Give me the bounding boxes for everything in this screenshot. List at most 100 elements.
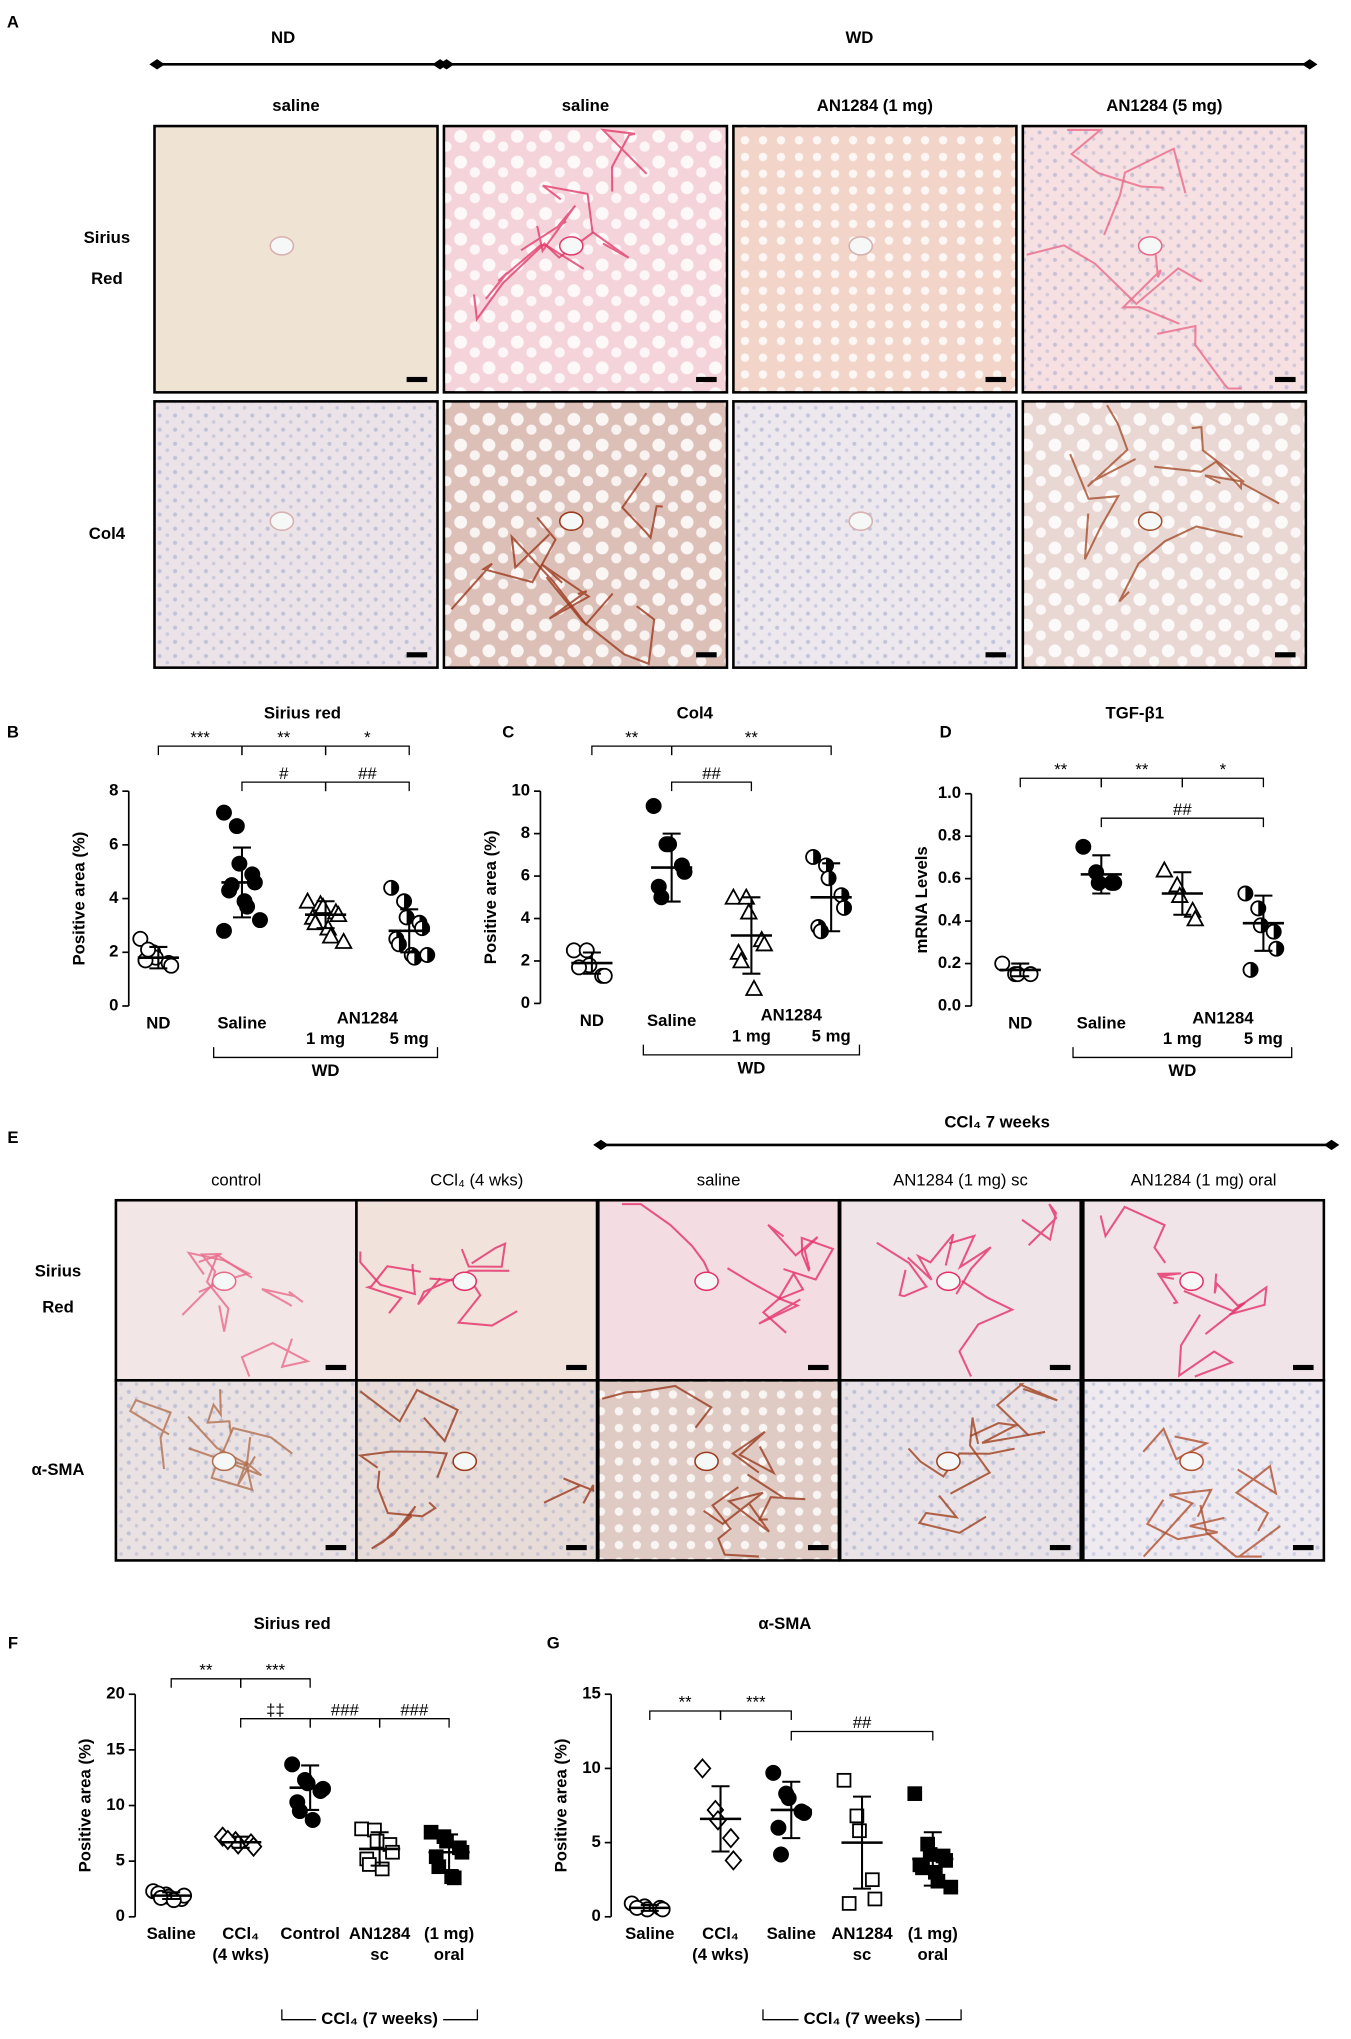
data-point — [731, 951, 751, 969]
arrow-head — [593, 1139, 609, 1151]
error-bar — [370, 1831, 389, 1867]
vessel — [269, 236, 295, 256]
data-point — [724, 1850, 743, 1871]
fibre — [907, 1233, 955, 1281]
y-tick-label: 5 — [116, 1851, 125, 1870]
fibre — [1156, 1272, 1182, 1305]
significance-label: *** — [190, 728, 210, 747]
significance-bracket — [1019, 777, 1102, 788]
fibre — [371, 1505, 417, 1550]
significance-bracket — [378, 1718, 450, 1728]
significance-bracket — [790, 1730, 934, 1741]
span-bracket — [762, 2009, 962, 2021]
significance-label: ### — [331, 1700, 360, 1719]
significance-label: ## — [853, 1713, 872, 1732]
span-label: WD — [1168, 1061, 1196, 1080]
significance-bracket — [170, 1678, 242, 1688]
dot — [596, 967, 613, 984]
x-tick-label: 1 mg — [732, 1026, 771, 1045]
fibre — [261, 1288, 304, 1307]
fibre — [1086, 404, 1137, 488]
scale-bar — [696, 376, 717, 383]
dot — [1170, 886, 1190, 903]
span-label: CCl₄ (7 weeks) — [321, 2009, 438, 2028]
row-label: Sirius — [84, 228, 130, 247]
dot — [231, 855, 248, 872]
micrograph-texture — [445, 402, 726, 667]
dot — [867, 1891, 883, 1907]
x-tick-label: CCl₄ — [222, 1924, 259, 1943]
fibre — [1103, 147, 1187, 236]
x-tick-label: Saline — [625, 1924, 674, 1943]
x-tick-label: sc — [853, 1945, 872, 1964]
data-point — [796, 1804, 813, 1821]
dot — [446, 1870, 462, 1886]
panel-letter: B — [7, 723, 19, 742]
y-tick-label: 20 — [106, 1684, 125, 1703]
dot — [423, 1824, 439, 1840]
y-axis-label: Positive area (%) — [552, 1739, 571, 1873]
vessel — [452, 1451, 478, 1472]
error-bar — [782, 1780, 801, 1840]
fibre — [543, 1477, 595, 1504]
fibre — [1099, 1205, 1167, 1264]
y-tick-label: 5 — [592, 1832, 601, 1851]
significance-label: ## — [702, 764, 721, 783]
data-point — [231, 855, 248, 872]
significance-bracket — [1181, 777, 1265, 788]
fibre — [761, 1271, 805, 1334]
span-bracket — [213, 1047, 439, 1059]
column-label: AN1284 (1 mg) — [817, 96, 933, 115]
fibre — [206, 1389, 232, 1434]
y-tick-label: 10 — [512, 781, 531, 800]
significance-bracket — [309, 1718, 381, 1728]
x-tick-label: 5 mg — [1244, 1029, 1283, 1048]
fibre — [969, 1422, 1046, 1444]
significance-label: ** — [679, 1693, 693, 1712]
x-tick-label: sc — [370, 1945, 389, 1964]
fibre — [783, 1236, 835, 1281]
panel-letter: F — [8, 1633, 18, 1652]
error-bar — [822, 862, 841, 933]
y-tick-label: 0.2 — [938, 953, 961, 972]
fibre — [948, 1234, 992, 1295]
vessel — [936, 1271, 961, 1292]
panel-letter: E — [7, 1128, 18, 1147]
vessel — [848, 236, 874, 256]
dot — [796, 1804, 813, 1821]
x-tick-label: (1 mg) — [908, 1924, 958, 1943]
group-header: WD — [846, 28, 874, 47]
column-label: control — [211, 1170, 261, 1189]
dot — [252, 912, 268, 929]
fibre — [359, 1251, 417, 1296]
dot — [1155, 860, 1174, 878]
significance-label: ‡‡ — [266, 1700, 285, 1719]
data-point — [739, 902, 759, 920]
significance-bracket — [670, 781, 753, 792]
fibre — [1157, 324, 1242, 390]
significance-label: ** — [745, 728, 759, 747]
data-point — [805, 848, 822, 865]
scale-bar — [808, 1364, 829, 1371]
vessel — [211, 1451, 237, 1472]
data-point — [578, 942, 595, 959]
x-tick-label: CCl₄ — [702, 1924, 739, 1943]
y-tick-label: 0.8 — [938, 826, 961, 845]
dot — [943, 1879, 959, 1895]
dot-half — [1276, 941, 1284, 956]
dot — [239, 898, 256, 915]
error-bar — [582, 951, 601, 975]
data-point — [915, 1860, 930, 1876]
dot — [693, 1758, 712, 1779]
scale-bar — [1292, 1364, 1314, 1371]
column-label: AN1284 (1 mg) oral — [1131, 1170, 1277, 1189]
data-point — [419, 946, 436, 963]
scale-bar — [985, 376, 1007, 383]
scale-bar — [696, 652, 717, 658]
data-point — [298, 891, 317, 909]
column-label: AN1284 (1 mg) sc — [893, 1170, 1028, 1189]
fibre — [876, 1241, 929, 1298]
data-point — [313, 897, 333, 914]
data-point — [446, 1870, 462, 1886]
